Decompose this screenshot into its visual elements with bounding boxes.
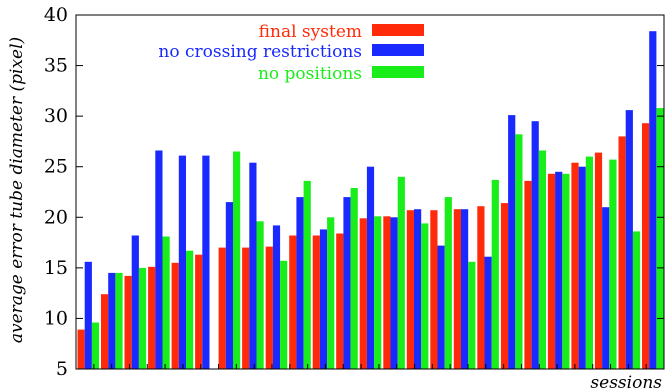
- legend-swatch-3: [372, 66, 424, 78]
- bar-2-8: [249, 162, 257, 369]
- bar-1-13: [359, 218, 367, 369]
- bar-2-12: [343, 197, 351, 369]
- bar-1-10: [289, 235, 297, 369]
- y-tick-label: 20: [44, 206, 68, 228]
- bar-3-5: [186, 250, 194, 369]
- bar-1-8: [242, 247, 250, 369]
- bar-1-7: [218, 247, 226, 369]
- legend-label-1: final system: [259, 22, 362, 42]
- bar-1-9: [265, 246, 273, 369]
- bar-3-2: [115, 272, 123, 369]
- bar-3-7: [233, 151, 241, 369]
- plot-frame: [75, 14, 665, 370]
- bar-3-13: [374, 216, 382, 369]
- bar-1-16: [430, 210, 438, 369]
- bar-3-11: [327, 217, 335, 369]
- bar-2-2: [108, 272, 116, 369]
- bar-1-19: [500, 203, 509, 369]
- x-axis-title: sessions: [590, 373, 662, 392]
- bar-2-13: [366, 166, 375, 369]
- bar-3-25: [656, 108, 664, 369]
- y-tick-label: 15: [44, 257, 68, 279]
- bar-3-1: [91, 322, 100, 369]
- bar-1-22: [571, 162, 579, 369]
- bar-2-18: [484, 256, 492, 369]
- bar-3-21: [562, 173, 570, 369]
- legend-label-3: no positions: [258, 64, 362, 84]
- bar-2-17: [461, 209, 469, 369]
- bars-layer: [77, 31, 664, 369]
- bar-3-3: [138, 267, 147, 369]
- bar-3-12: [350, 188, 358, 369]
- y-tick-label: 35: [44, 55, 68, 77]
- bar-2-5: [178, 155, 186, 369]
- bar-3-23: [609, 159, 617, 369]
- bar-1-4: [148, 266, 156, 369]
- bar-2-1: [84, 261, 92, 369]
- bar-1-17: [453, 209, 461, 369]
- bar-1-11: [312, 235, 320, 369]
- bar-1-15: [406, 210, 414, 369]
- legend-swatch-2: [372, 44, 424, 56]
- bar-3-16: [444, 197, 452, 369]
- bar-1-3: [124, 275, 132, 369]
- bar-3-10: [303, 180, 311, 369]
- bar-2-9: [272, 225, 281, 369]
- bar-2-3: [131, 235, 139, 369]
- legend-swatch-1: [372, 24, 424, 36]
- bar-1-23: [594, 152, 603, 369]
- legend-label-2: no crossing restrictions: [158, 42, 362, 62]
- bar-2-21: [555, 171, 563, 369]
- bar-2-4: [155, 150, 163, 369]
- bar-2-10: [296, 197, 304, 369]
- y-axis-title: average error tube diameter (pixel): [7, 37, 27, 343]
- bar-2-22: [578, 166, 586, 369]
- bar-1-1: [77, 329, 85, 369]
- bar-1-18: [477, 206, 485, 369]
- bar-2-11: [319, 229, 328, 369]
- y-tick-label: 40: [44, 4, 68, 26]
- bar-3-17: [468, 261, 476, 369]
- bar-1-20: [524, 180, 532, 369]
- bar-2-7: [225, 202, 233, 369]
- bar-3-14: [397, 176, 405, 369]
- y-tick-label: 5: [56, 358, 68, 380]
- bar-3-22: [585, 156, 593, 369]
- bar-2-16: [437, 245, 445, 369]
- bar-2-23: [602, 207, 610, 369]
- bar-2-6: [202, 155, 210, 369]
- bar-2-24: [625, 110, 633, 369]
- bar-2-20: [531, 121, 539, 369]
- bar-1-5: [171, 262, 179, 369]
- y-tick-label: 30: [44, 105, 68, 127]
- bar-1-2: [101, 294, 109, 369]
- bar-3-19: [515, 134, 523, 369]
- bar-3-20: [538, 150, 546, 369]
- bar-3-9: [280, 260, 288, 369]
- bar-2-15: [414, 209, 422, 369]
- bar-3-8: [256, 221, 264, 369]
- bar-2-25: [649, 31, 657, 369]
- bar-1-21: [547, 173, 556, 369]
- bar-3-18: [491, 179, 499, 369]
- bar-1-14: [383, 216, 391, 369]
- y-tick-label: 25: [44, 156, 68, 178]
- bar-2-14: [390, 217, 398, 369]
- bar-3-24: [632, 231, 641, 369]
- bar-3-4: [162, 236, 170, 369]
- y-tick-label: 10: [44, 307, 68, 329]
- bar-2-19: [508, 115, 516, 369]
- bar-1-12: [336, 233, 344, 369]
- bar-3-15: [421, 223, 429, 369]
- bar-1-6: [195, 254, 203, 369]
- bar-1-25: [642, 123, 650, 369]
- axes-layer: 5 10 15 20 25 30 35 40: [44, 4, 665, 380]
- bar-1-24: [618, 136, 626, 369]
